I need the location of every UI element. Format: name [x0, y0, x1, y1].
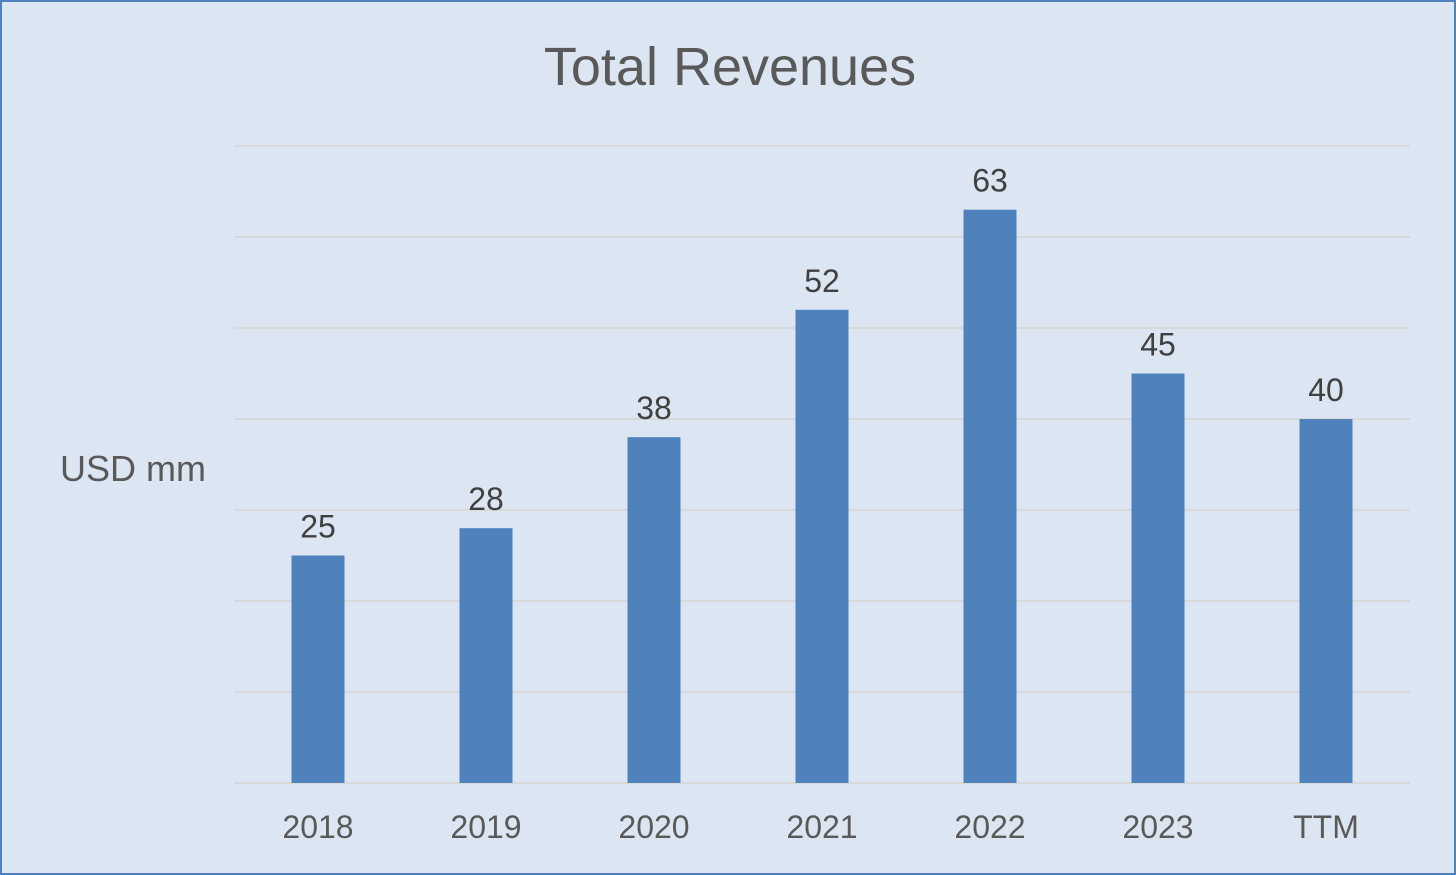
bar-2019 [459, 528, 513, 783]
chart-title: Total Revenues [543, 37, 917, 97]
bar-ttm [1299, 419, 1353, 783]
x-tick-label-2021: 2021 [786, 809, 857, 845]
x-tick-label-ttm: TTM [1293, 809, 1359, 845]
x-tick-label-2023: 2023 [1122, 809, 1193, 845]
y-axis-label: USD mm [60, 448, 206, 489]
data-label-2020: 38 [636, 390, 672, 426]
data-label-2023: 45 [1140, 327, 1176, 363]
data-label-2022: 63 [972, 163, 1008, 199]
bar-2021 [795, 309, 849, 783]
bar-2020 [627, 437, 681, 783]
data-label-2019: 28 [468, 481, 504, 517]
bar-2022 [963, 209, 1017, 783]
bar-2018 [291, 555, 345, 783]
x-tick-label-2018: 2018 [282, 809, 353, 845]
x-tick-label-2022: 2022 [954, 809, 1025, 845]
data-label-2018: 25 [300, 509, 336, 545]
bar-2023 [1131, 373, 1185, 783]
x-tick-label-2020: 2020 [618, 809, 689, 845]
data-label-ttm: 40 [1308, 372, 1344, 408]
x-tick-label-2019: 2019 [450, 809, 521, 845]
data-label-2021: 52 [804, 263, 840, 299]
